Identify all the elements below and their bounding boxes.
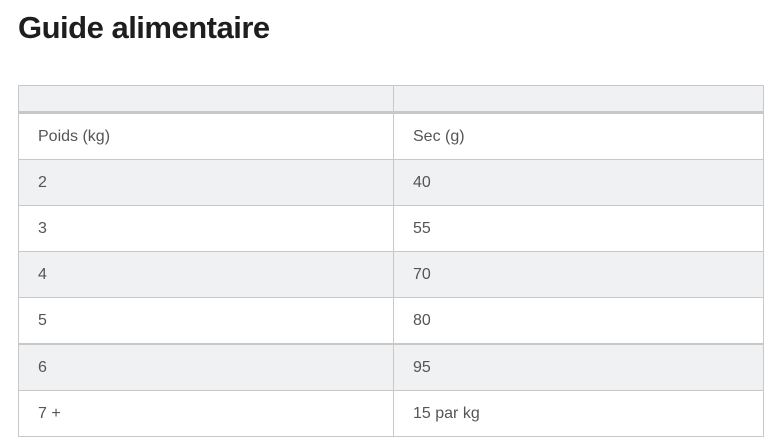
table-cell-dry: 80 — [393, 297, 764, 345]
table-row: 3 55 — [18, 205, 764, 252]
table-cell-dry: 70 — [393, 251, 764, 298]
table-cell-weight: 3 — [18, 205, 394, 252]
page-title: Guide alimentaire — [18, 10, 270, 45]
table-cell-dry: 55 — [393, 205, 764, 252]
table-row: 4 70 — [18, 251, 764, 298]
table-cell-weight: 6 — [18, 343, 394, 391]
table-header-row — [18, 85, 764, 114]
table-cell-weight: 5 — [18, 297, 394, 345]
table-row: 7 + 15 par kg — [18, 390, 764, 437]
table-row: 2 40 — [18, 159, 764, 206]
table-cell-weight: 4 — [18, 251, 394, 298]
table-cell-weight: 7 + — [18, 390, 394, 437]
feeding-guide-table: Poids (kg) Sec (g) 2 40 3 55 4 70 5 80 6… — [18, 85, 764, 437]
table-row: 6 95 — [18, 343, 764, 391]
table-cell-dry: 15 par kg — [393, 390, 764, 437]
table-cell-dry: 95 — [393, 343, 764, 391]
table-row: Poids (kg) Sec (g) — [18, 112, 764, 160]
table-cell-weight: Poids (kg) — [18, 112, 394, 160]
table-header-cell — [393, 85, 764, 114]
table-cell-weight: 2 — [18, 159, 394, 206]
table-header-cell — [18, 85, 394, 114]
table-row: 5 80 — [18, 297, 764, 345]
table-cell-dry: 40 — [393, 159, 764, 206]
table-cell-dry: Sec (g) — [393, 112, 764, 160]
